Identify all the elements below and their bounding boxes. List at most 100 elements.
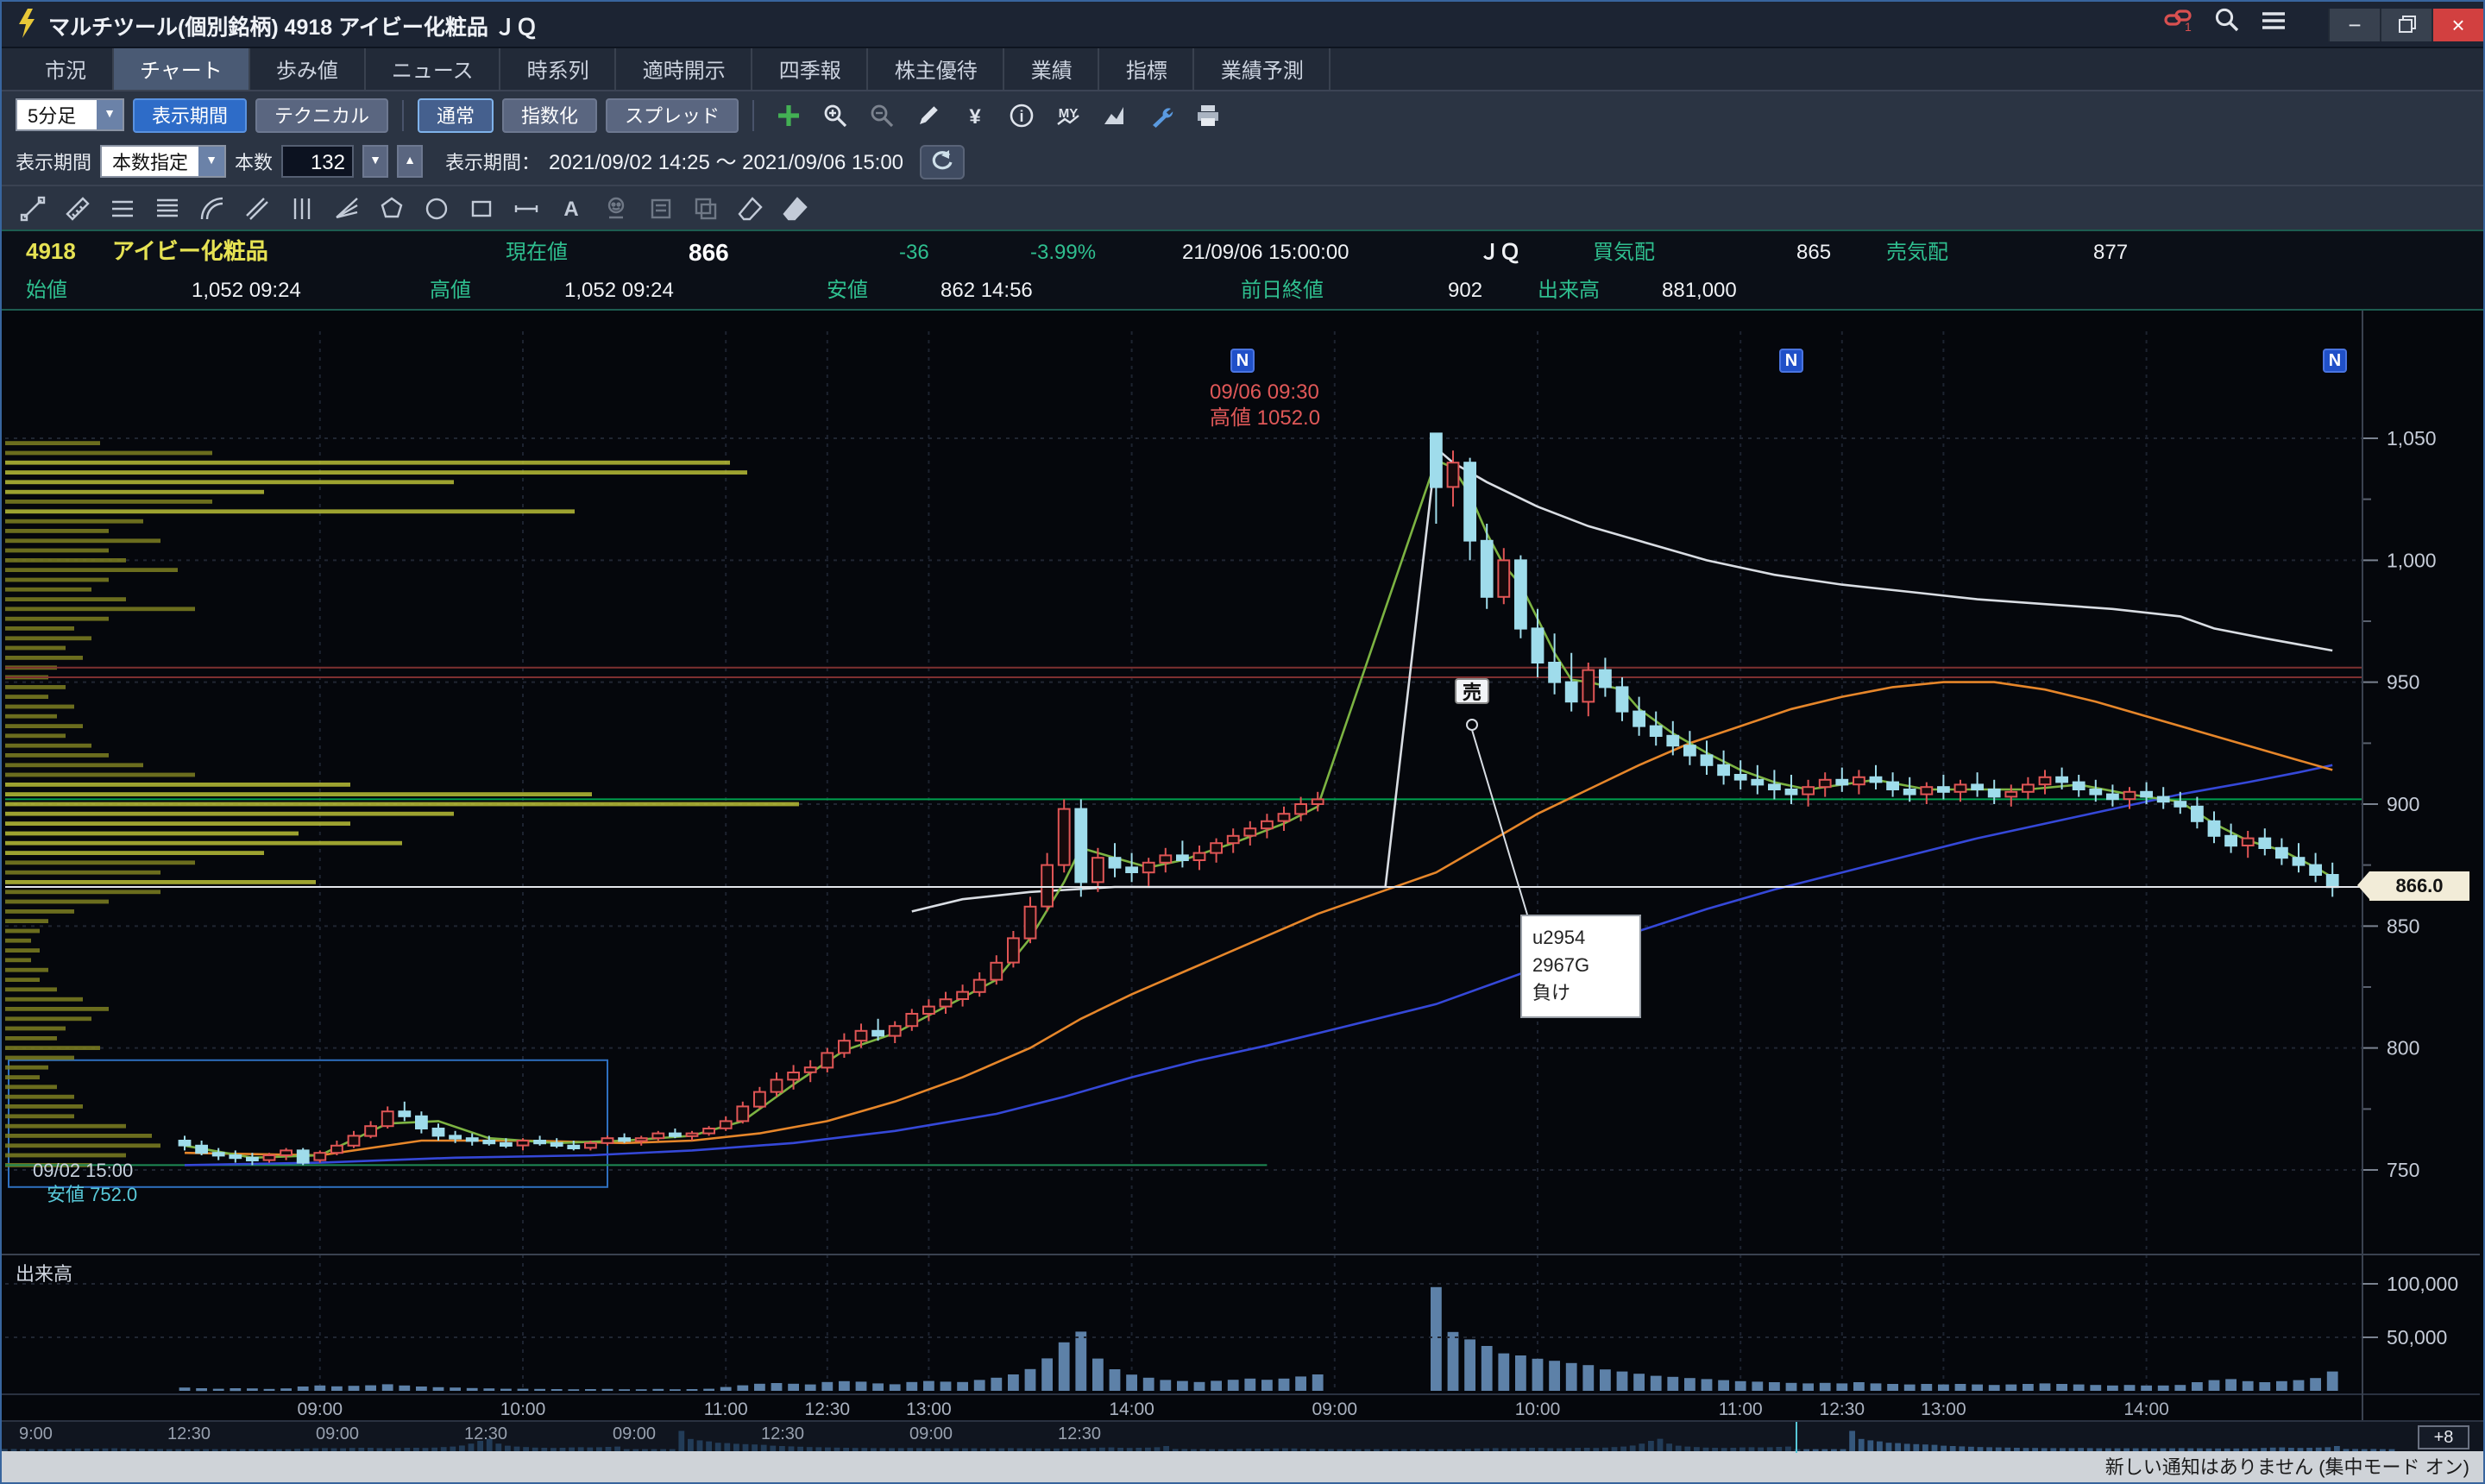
vertical-lines-tool[interactable] — [281, 189, 323, 227]
display-period-button[interactable]: 表示期間 — [133, 97, 247, 132]
quote-row-1: 4918 アイビー化粧品 現在値 866 -36 -3.99% 21/09/06… — [2, 230, 2483, 271]
svg-text:13:00: 13:00 — [906, 1399, 952, 1419]
minimap-time-label: 12:30 — [167, 1425, 211, 1444]
yen-button[interactable]: ¥ — [954, 97, 994, 132]
zoom-in-button[interactable] — [815, 97, 854, 132]
count-down-button[interactable]: ▼ — [362, 145, 388, 178]
high-label: 高値 — [430, 278, 472, 302]
trendline-tool[interactable] — [12, 189, 53, 227]
chevron-down-icon: ▼ — [198, 147, 224, 176]
more-bars-badge[interactable]: +8 — [2418, 1425, 2469, 1449]
low-label: 安値 — [827, 278, 869, 302]
volume-pane-label: 出来高 — [16, 1265, 72, 1286]
channel-tool[interactable] — [236, 189, 278, 227]
normal-mode-button[interactable]: 通常 — [418, 97, 494, 132]
tab-disclosure[interactable]: 適時開示 — [617, 48, 753, 90]
print-button[interactable] — [1187, 97, 1227, 132]
svg-text:12:30: 12:30 — [805, 1399, 851, 1419]
svg-text:750: 750 — [2387, 1159, 2419, 1181]
horizontal-segment-tool[interactable] — [506, 189, 547, 227]
svg-text:09:00: 09:00 — [298, 1399, 343, 1419]
chart-toolbar: 5分足 ▼ 表示期間 テクニカル 通常 指数化 スプレッド ¥ i MY — [2, 90, 2483, 138]
close-button[interactable]: × — [2432, 8, 2483, 41]
bid-price: 865 — [1796, 240, 1832, 264]
prev-close: 902 — [1448, 278, 1483, 302]
tab-time-series[interactable]: 時系列 — [501, 48, 617, 90]
svg-text:MY: MY — [1058, 105, 1078, 120]
link-icon[interactable]: 1 — [2164, 7, 2193, 41]
minimap[interactable] — [2, 1422, 2480, 1453]
prev-close-label: 前日終値 — [1241, 278, 1324, 302]
text-tool[interactable]: A — [550, 189, 592, 227]
low-price: 862 14:56 — [941, 278, 1033, 302]
tab-earnings[interactable]: 業績 — [1005, 48, 1100, 90]
interval-select[interactable]: 5分足 ▼ — [16, 98, 124, 131]
area-chart-button[interactable] — [1094, 97, 1134, 132]
current-price-tag: 866.0 — [2357, 871, 2469, 901]
chart-scrollbar[interactable]: 9:00 12:30 09:00 12:30 09:00 12:30 09:00 12:30 … — [2, 1420, 2483, 1453]
title-bar: マルチツール(個別銘柄) 4918 アイビー化粧品 ＪＱ 1 − × — [2, 2, 2483, 47]
minimize-button[interactable]: − — [2328, 8, 2380, 41]
grid-lines-tool[interactable] — [147, 189, 188, 227]
tab-indicators[interactable]: 指標 — [1100, 48, 1195, 90]
count-label: 本数 — [235, 153, 273, 173]
indexed-mode-button[interactable]: 指数化 — [502, 97, 597, 132]
polygon-tool[interactable] — [371, 189, 412, 227]
reset-period-button[interactable] — [919, 144, 965, 179]
zoom-out-button[interactable] — [861, 97, 901, 132]
svg-text:09:00: 09:00 — [1312, 1399, 1358, 1419]
eraser-tool[interactable] — [730, 189, 771, 227]
crosshair-button[interactable] — [768, 97, 808, 132]
period-toolbar: 表示期間 本数指定 ▼ 本数 132 ▼ ▲ 表示期間： 2021/09/02 … — [2, 138, 2483, 185]
news-badge-icon[interactable]: N — [1779, 349, 1803, 373]
spread-mode-button[interactable]: スプレッド — [606, 97, 739, 132]
svg-text:100,000: 100,000 — [2387, 1273, 2458, 1295]
info-button[interactable]: i — [1001, 97, 1041, 132]
minimap-time-label: 09:00 — [909, 1425, 953, 1444]
tab-chart[interactable]: チャート — [114, 48, 250, 90]
tab-earnings-forecast[interactable]: 業績予測 — [1195, 48, 1331, 90]
technical-button[interactable]: テクニカル — [255, 97, 388, 132]
fan-tool[interactable] — [326, 189, 368, 227]
stamp-tool[interactable] — [640, 189, 682, 227]
erase-all-tool[interactable] — [775, 189, 816, 227]
minimap-time-label: 12:30 — [1058, 1425, 1102, 1444]
restore-button[interactable] — [2380, 8, 2432, 41]
my-button[interactable]: MY — [1047, 97, 1087, 132]
rectangle-tool[interactable] — [461, 189, 502, 227]
count-up-button[interactable]: ▲ — [397, 145, 423, 178]
tab-news[interactable]: ニュース — [366, 48, 501, 90]
ask-price: 877 — [2093, 240, 2129, 264]
minimap-time-label: 12:30 — [464, 1425, 508, 1444]
ellipse-tool[interactable] — [416, 189, 457, 227]
svg-text:13:00: 13:00 — [1921, 1399, 1966, 1419]
tab-tick[interactable]: 歩み値 — [250, 48, 366, 90]
chart-area[interactable]: 1,050 1,000 950 900 850 800 750 09:00 10:00 11:00… — [2, 309, 2483, 1422]
period-label: 表示期間 — [16, 153, 91, 173]
ask-label: 売気配 — [1886, 240, 1949, 264]
wrench-button[interactable] — [1141, 97, 1180, 132]
news-badge-icon[interactable]: N — [1230, 349, 1255, 373]
search-icon[interactable] — [2214, 7, 2240, 41]
sell-trade-marker[interactable]: 売 — [1455, 678, 1489, 704]
tab-shikiho[interactable]: 四季報 — [753, 48, 869, 90]
draw-button[interactable] — [908, 97, 947, 132]
menu-icon[interactable] — [2261, 9, 2287, 40]
svg-text:1,050: 1,050 — [2387, 427, 2437, 450]
news-badge-icon[interactable]: N — [2323, 349, 2347, 373]
session-start-annotation: 09/02 15:00 安値 752.0 — [33, 1161, 138, 1206]
bid-label: 買気配 — [1593, 240, 1656, 264]
ruler-tool[interactable] — [57, 189, 98, 227]
tab-shareholder-benefits[interactable]: 株主優待 — [869, 48, 1005, 90]
count-mode-select[interactable]: 本数指定 ▼ — [100, 145, 226, 178]
arc-tool[interactable] — [192, 189, 233, 227]
svg-text:14:00: 14:00 — [2123, 1399, 2169, 1419]
price-chart[interactable]: 1,050 1,000 950 900 850 800 750 09:00 10:00 11:00… — [2, 311, 2480, 1422]
icon-stamp-tool[interactable] — [595, 189, 637, 227]
layers-tool[interactable] — [685, 189, 727, 227]
bar-count-input[interactable]: 132 — [281, 145, 354, 178]
horizontal-lines-tool[interactable] — [102, 189, 143, 227]
svg-text:12:30: 12:30 — [1820, 1399, 1865, 1419]
tab-market[interactable]: 市況 — [19, 48, 115, 90]
high-price: 1,052 09:24 — [564, 278, 674, 302]
